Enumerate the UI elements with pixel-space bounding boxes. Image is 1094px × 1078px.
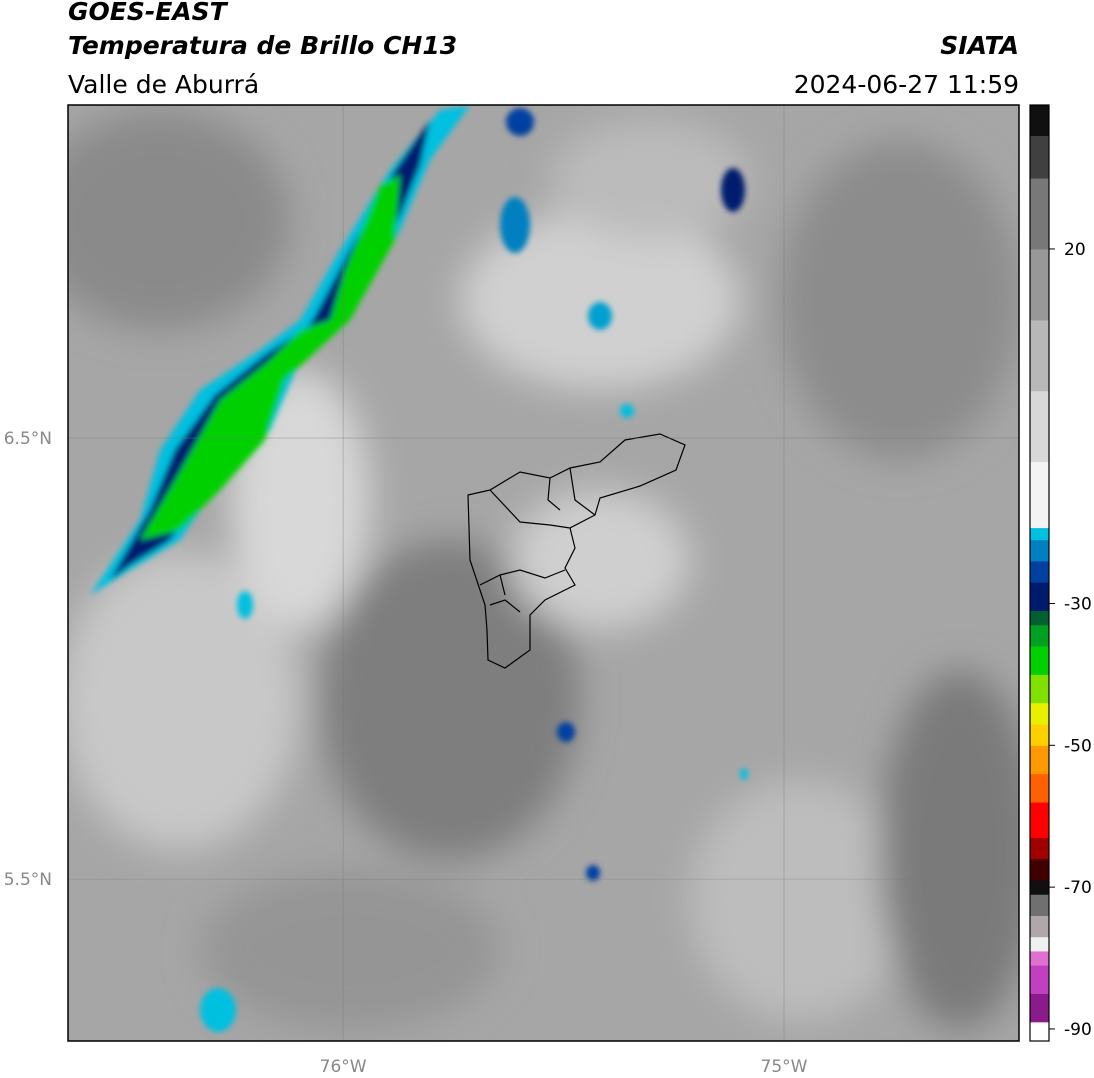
colorbar-band: [1030, 837, 1049, 860]
colorbar-band: [1030, 527, 1049, 541]
x-tick-label: 76°W: [320, 1057, 367, 1077]
colorbar-band: [1030, 610, 1049, 626]
colorbar-band: [1030, 624, 1049, 647]
colorbar-band: [1030, 646, 1049, 675]
colorbar-band: [1030, 539, 1049, 562]
colorbar-band: [1030, 674, 1049, 704]
colorbar: [1030, 105, 1049, 1042]
colorbar-band: [1030, 582, 1049, 612]
grid: [68, 105, 1019, 1041]
colorbar-band: [1030, 390, 1049, 463]
colorbar-band: [1030, 858, 1049, 881]
colorbar-band: [1030, 461, 1049, 529]
colorbar-tick-label: -30: [1064, 594, 1092, 614]
colorbar-band: [1030, 773, 1049, 803]
colorbar-band: [1030, 745, 1049, 775]
y-tick-label: 5.5°N: [4, 870, 52, 890]
colorbar-band: [1030, 105, 1049, 136]
colorbar-band: [1030, 702, 1049, 725]
colorbar-tick-label: 20: [1064, 240, 1086, 260]
x-tick-label: 75°W: [761, 1057, 808, 1077]
satellite: GOES-EAST: [68, 0, 229, 26]
colorbar-band: [1030, 802, 1049, 838]
agency: SIATA: [940, 31, 1019, 60]
colorbar-band: [1030, 965, 1049, 994]
colorbar-band: [1030, 915, 1049, 938]
colorbar-band: [1030, 993, 1049, 1023]
colorbar-band: [1030, 248, 1049, 321]
colorbar-tick-label: -50: [1064, 736, 1092, 756]
map-frame: [67, 104, 1020, 1042]
colorbar-band: [1030, 936, 1049, 952]
colorbar-tick-label: -70: [1064, 878, 1092, 898]
product: Temperatura de Brillo CH13: [68, 31, 457, 60]
colorbar-band: [1030, 894, 1049, 916]
colorbar-band: [1030, 880, 1049, 895]
colorbar-band: [1030, 1021, 1049, 1042]
colorbar-band: [1030, 319, 1049, 392]
region: Valle de Aburrá: [68, 70, 259, 99]
y-tick-label: 6.5°N: [4, 429, 52, 449]
colorbar-band: [1030, 950, 1049, 966]
map-image: [68, 105, 1019, 1041]
colorbar-band: [1030, 135, 1049, 179]
timestamp: 2024-06-27 11:59: [794, 70, 1019, 99]
colorbar-tick-label: -90: [1064, 1020, 1092, 1040]
colorbar-band: [1030, 178, 1049, 250]
colorbar-band: [1030, 560, 1049, 583]
colorbar-frame: [1029, 104, 1050, 1042]
colorbar-band: [1030, 724, 1049, 746]
